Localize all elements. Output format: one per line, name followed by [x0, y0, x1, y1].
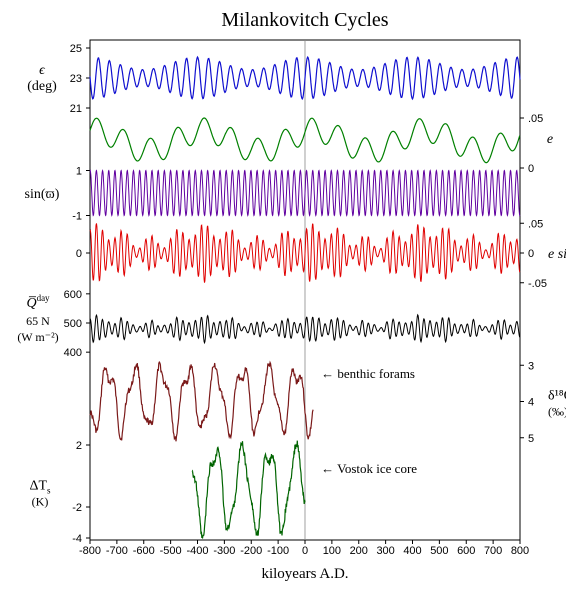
x-tick-label: 700 — [484, 545, 502, 557]
vostok-annotation: ← Vostok ice core — [321, 461, 417, 476]
svg-text:(K): (K) — [32, 495, 49, 509]
svg-text:65 N: 65 N — [26, 314, 50, 328]
svg-text:25: 25 — [70, 43, 82, 55]
eccentricity-label: e — [547, 132, 553, 147]
svg-text:5: 5 — [528, 433, 534, 445]
svg-text:3: 3 — [528, 360, 534, 372]
x-tick-label: -100 — [267, 545, 289, 557]
svg-text:(deg): (deg) — [27, 79, 57, 94]
benthic-annotation: ← benthic forams — [321, 366, 415, 381]
x-axis-label: kiloyears A.D. — [261, 566, 348, 582]
x-tick-label: -800 — [79, 545, 101, 557]
svg-text:21: 21 — [70, 103, 82, 115]
svg-text:-2: -2 — [72, 502, 82, 514]
x-tick-label: -400 — [186, 545, 208, 557]
x-tick-label: -700 — [106, 545, 128, 557]
chart-title: Milankovitch Cycles — [221, 9, 388, 31]
vostok-series — [192, 441, 305, 538]
svg-text:.05: .05 — [528, 218, 543, 230]
svg-text:4: 4 — [528, 397, 534, 409]
svg-text:-.05: -.05 — [528, 278, 547, 290]
x-tick-label: -300 — [213, 545, 235, 557]
x-tick-label: 300 — [376, 545, 394, 557]
svg-text:1: 1 — [76, 166, 82, 178]
x-tick-label: 200 — [350, 545, 368, 557]
svg-text:(‰): (‰) — [548, 405, 566, 419]
svg-text:0: 0 — [528, 248, 534, 260]
x-tick-label: 0 — [302, 545, 308, 557]
x-tick-label: -600 — [133, 545, 155, 557]
vostok-label: ΔTs — [29, 479, 51, 496]
svg-text:-4: -4 — [72, 533, 82, 545]
svg-text:23: 23 — [70, 73, 82, 85]
esinw-label: e sin(ϖ) — [548, 247, 566, 262]
x-tick-label: 600 — [457, 545, 475, 557]
x-tick-label: 100 — [323, 545, 341, 557]
x-tick-label: 400 — [403, 545, 421, 557]
svg-text:0: 0 — [528, 163, 534, 175]
x-tick-label: -200 — [240, 545, 262, 557]
d18o-label: δ¹⁸O — [548, 389, 566, 404]
svg-text:400: 400 — [64, 347, 82, 359]
svg-text:.05: .05 — [528, 113, 543, 125]
x-tick-label: 500 — [430, 545, 448, 557]
obliquity-label: ϵ — [39, 63, 46, 78]
x-tick-label: 800 — [511, 545, 529, 557]
benthic-series — [90, 362, 313, 441]
svg-text:-1: -1 — [72, 211, 82, 223]
x-tick-label: -500 — [160, 545, 182, 557]
precession-label: sin(ϖ) — [25, 187, 60, 202]
svg-text:600: 600 — [64, 289, 82, 301]
svg-text:2: 2 — [76, 440, 82, 452]
svg-text:0: 0 — [76, 248, 82, 260]
svg-text:(W m⁻²): (W m⁻²) — [17, 330, 58, 344]
svg-text:500: 500 — [64, 318, 82, 330]
insolation-label: Q̅day — [26, 293, 50, 311]
